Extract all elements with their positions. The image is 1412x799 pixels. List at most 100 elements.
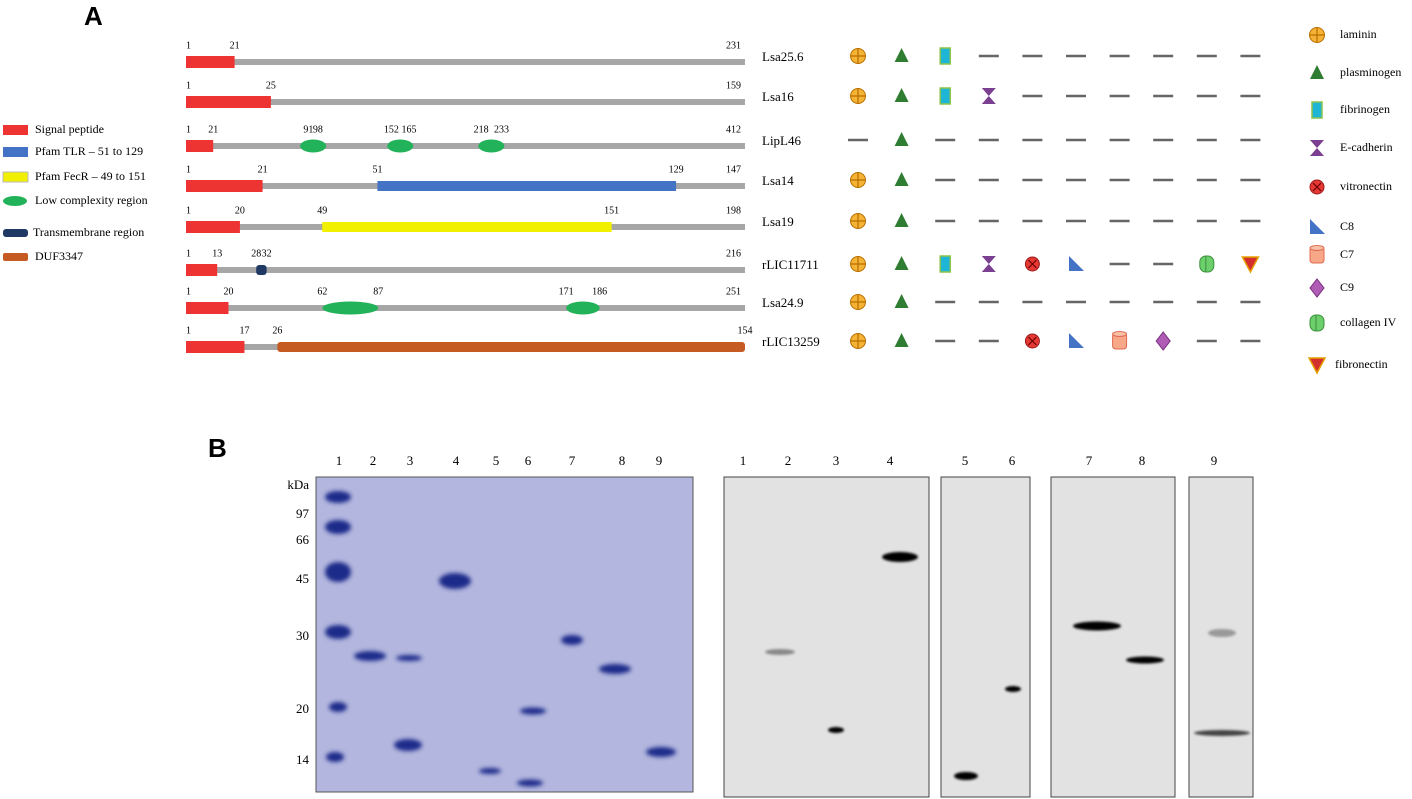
domain (186, 264, 218, 276)
position-label: 25 (266, 80, 276, 91)
position-label: 1 (186, 286, 191, 297)
gel (315, 476, 694, 793)
low-complexity-region (566, 301, 600, 315)
band (439, 573, 471, 589)
ligand-icon (850, 333, 866, 349)
protein-backbone (186, 143, 745, 149)
band (329, 702, 347, 712)
protein-backbone (186, 59, 745, 65)
low-complexity-region (387, 139, 414, 153)
lane-label: 3 (833, 453, 840, 468)
band (882, 552, 918, 562)
ligand-icon (939, 47, 951, 65)
position-label: 159 (726, 80, 741, 91)
position-label: 412 (726, 124, 741, 135)
ligand-icon (894, 132, 909, 146)
position-label: 26 (272, 325, 282, 336)
position-label: 20 (235, 205, 245, 216)
ligand-icon (850, 294, 866, 310)
blot-bands (765, 552, 1250, 780)
low-complexity-region (322, 301, 379, 315)
domain (186, 96, 271, 108)
icon-part (939, 47, 951, 65)
legend-label: DUF3347 (35, 249, 83, 263)
icon-part (981, 256, 996, 272)
position-label: 1 (186, 80, 191, 91)
position-label: 49 (317, 205, 327, 216)
icon-part (1241, 256, 1260, 274)
band (828, 727, 844, 733)
icon-part (939, 255, 951, 273)
domain (322, 222, 612, 232)
lane-label: 2 (370, 453, 377, 468)
protein-backbone (186, 99, 745, 105)
position-label: 62 (317, 286, 327, 297)
ligand-label: C9 (1340, 280, 1354, 294)
domain (186, 56, 235, 68)
ligand-icon (1155, 331, 1171, 351)
ligand-icon (1069, 256, 1084, 271)
protein-name: Lsa24.9 (762, 295, 804, 310)
icon-part (851, 257, 865, 271)
icon-part (851, 49, 865, 63)
band (394, 739, 422, 751)
position-label: 147 (726, 164, 741, 175)
icon-part (1312, 182, 1322, 192)
lane-label: 4 (453, 453, 460, 468)
position-label: 251 (726, 286, 741, 297)
position-label: 98 (313, 124, 323, 135)
band (765, 649, 795, 655)
ligand-icon (894, 256, 909, 270)
ligand-icon (939, 255, 951, 273)
band (325, 625, 351, 639)
blot-strip (1050, 476, 1176, 798)
ligand-icon (850, 256, 866, 272)
icon-part (1112, 331, 1128, 337)
protein-name: Lsa16 (762, 89, 794, 104)
ligand-icon (850, 48, 866, 64)
icon-part (1069, 333, 1084, 348)
band (1073, 621, 1121, 631)
icon-part (981, 88, 996, 104)
band (325, 562, 351, 582)
position-label: 87 (373, 286, 383, 297)
icon-part (894, 88, 909, 102)
ligand-label: fibronectin (1335, 357, 1388, 371)
ligand-icon (894, 213, 909, 227)
position-label: 20 (223, 286, 233, 297)
marker-label: 97 (296, 506, 310, 521)
legend-label: Pfam FecR – 49 to 151 (35, 169, 146, 183)
icon-part (851, 173, 865, 187)
icon-part (851, 295, 865, 309)
band (1208, 629, 1236, 637)
position-label: 1 (186, 164, 191, 175)
ligand-label: C7 (1340, 247, 1354, 261)
marker-label: 14 (296, 752, 310, 767)
low-complexity-region (300, 139, 327, 153)
legend-swatch (3, 125, 28, 135)
lane-label: 1 (336, 453, 343, 468)
band (517, 779, 543, 787)
legend-label: Low complexity region (35, 193, 148, 207)
ligand-icon (894, 88, 909, 102)
low-complexity-region (478, 139, 505, 153)
band (954, 772, 978, 780)
ligand-icon (981, 88, 996, 104)
lane-label: 9 (1211, 453, 1218, 468)
band (479, 768, 501, 774)
ligand-icon (1310, 65, 1324, 79)
position-label: 21 (258, 164, 268, 175)
legend-swatch (3, 147, 28, 157)
ligand-label: E-cadherin (1340, 140, 1393, 154)
icon-part (894, 213, 909, 227)
position-label: 218 (474, 124, 489, 135)
lane-label: 6 (525, 453, 532, 468)
blot-strip (940, 476, 1031, 798)
ligand-icon (1112, 331, 1128, 350)
band (1126, 656, 1164, 664)
position-label: 129 (669, 164, 684, 175)
ligand-icon (1309, 314, 1325, 332)
band (325, 491, 351, 503)
ligand-icon (1069, 333, 1084, 348)
ligand-icon (1309, 278, 1325, 298)
